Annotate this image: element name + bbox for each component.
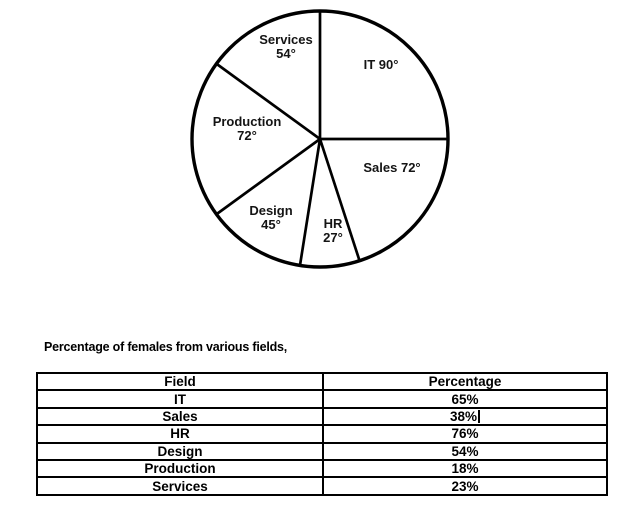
col-header-field: Field [36,371,324,392]
females-percentage-table: Field Percentage IT 65% Sales 38% HR 76%… [36,371,608,496]
col-header-percentage: Percentage [322,371,608,392]
table-row-sales: Sales 38% [36,406,608,427]
cell-percentage-sales-text: 38% [449,408,478,424]
table-caption: Percentage of females from various field… [44,340,288,354]
cell-field-services[interactable]: Services [36,476,324,496]
cell-field-it[interactable]: IT [36,389,324,409]
cell-percentage-hr[interactable]: 76% [322,424,608,444]
pie-divider-hr [318,138,361,262]
cell-percentage-design[interactable]: 54% [322,441,608,461]
cell-percentage-services[interactable]: 23% [322,476,608,496]
cell-field-sales[interactable]: Sales [36,406,324,427]
pie-chart-svg [190,9,450,269]
table-row-production: Production 18% [36,458,608,479]
table-row-it: IT 65% [36,389,608,409]
cell-field-production[interactable]: Production [36,458,324,479]
cell-field-hr[interactable]: HR [36,424,324,444]
pie-divider-services [215,62,321,141]
pie-chart: IT 90° Sales 72° HR 27° Design 45° Production 7… [190,9,450,269]
table-header-row: Field Percentage [36,371,608,392]
pie-divider-design [298,138,322,266]
pie-divider-production [215,137,321,216]
table-row-design: Design 54% [36,441,608,461]
table-row-services: Services 23% [36,476,608,496]
text-cursor [478,409,481,423]
cell-percentage-production[interactable]: 18% [322,458,608,479]
cell-percentage-it[interactable]: 65% [322,389,608,409]
cell-field-design[interactable]: Design [36,441,324,461]
cell-percentage-sales[interactable]: 38% [322,406,608,427]
table-row-hr: HR 76% [36,424,608,444]
